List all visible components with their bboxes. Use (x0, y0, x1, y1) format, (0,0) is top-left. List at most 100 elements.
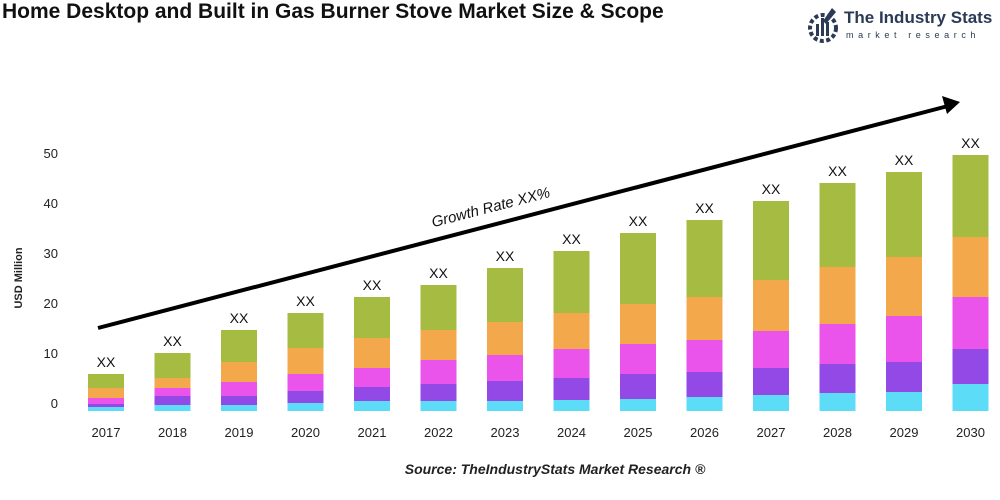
bar-segment (952, 349, 989, 384)
bar-segment (753, 368, 789, 395)
bar-segment (287, 313, 324, 348)
bar-segment (819, 183, 856, 267)
bar-segment (686, 297, 723, 340)
bar-segment (753, 280, 789, 331)
bar-segment (686, 340, 723, 372)
x-tick-label: 2029 (890, 425, 919, 440)
data-label: XX (629, 213, 648, 229)
bar-segment (952, 237, 989, 297)
bar-segment (420, 401, 457, 411)
data-label: XX (695, 200, 714, 216)
data-label: XX (828, 163, 847, 179)
bar-segment (620, 374, 656, 399)
bar-segment (88, 407, 124, 411)
bar-segment (487, 268, 523, 322)
bar-segment (620, 304, 656, 344)
bar-segment (420, 330, 457, 360)
data-label: XX (296, 293, 315, 309)
bar-segment (88, 398, 124, 404)
bar-segment (819, 324, 856, 364)
x-tick-label: 2020 (291, 425, 320, 440)
bar-segment (221, 330, 257, 362)
bar-segment (354, 338, 390, 368)
data-label: XX (429, 265, 448, 281)
bar-segment (487, 355, 523, 381)
bar-segment (221, 382, 257, 396)
x-tick-label: 2018 (158, 425, 187, 440)
bar-segment (952, 155, 989, 237)
x-tick-label: 2028 (823, 425, 852, 440)
bar-segment (952, 384, 989, 411)
x-tick-label: 2019 (225, 425, 254, 440)
y-tick-label: 0 (51, 396, 58, 411)
data-label: XX (97, 354, 116, 370)
data-label: XX (496, 248, 515, 264)
logo-tagline: market research (846, 30, 981, 40)
growth-arrow-head (942, 96, 960, 114)
bar-segment (686, 372, 723, 397)
logo: The Industry Stats market research (806, 4, 1000, 48)
bar-segment (620, 344, 656, 374)
bar-segment (819, 267, 856, 324)
data-label: XX (895, 152, 914, 168)
bar-segment (487, 401, 523, 411)
y-tick-label: 10 (44, 346, 58, 361)
y-tick-label: 40 (44, 196, 58, 211)
bar-segment (686, 397, 723, 411)
bar-segment (221, 362, 257, 382)
bar-segment (886, 257, 922, 316)
bar-segment (88, 374, 124, 388)
x-tick-label: 2017 (92, 425, 121, 440)
bar-segment (287, 403, 324, 411)
data-label: XX (961, 135, 980, 151)
bar-segment (753, 201, 789, 280)
bar-segment (221, 405, 257, 411)
bar-segment (154, 388, 191, 396)
bar-segment (753, 331, 789, 368)
gear-wrench-logo-icon (808, 8, 838, 43)
x-tick-label: 2023 (491, 425, 520, 440)
data-label: XX (562, 231, 581, 247)
bar-segment (354, 401, 390, 411)
bar-segment (819, 364, 856, 393)
x-tick-label: 2022 (424, 425, 453, 440)
bar-segment (221, 396, 257, 405)
logo-name: The Industry Stats (844, 8, 993, 27)
bar-segment (420, 360, 457, 384)
data-label: XX (363, 277, 382, 293)
bar-segment (686, 220, 723, 297)
bar-segment (487, 322, 523, 355)
bar-segment (886, 172, 922, 257)
bar-segment (154, 405, 191, 411)
bar-segment (287, 374, 324, 391)
x-tick-label: 2025 (624, 425, 653, 440)
x-tick-label: 2021 (358, 425, 387, 440)
data-label: XX (230, 310, 249, 326)
y-tick-label: 20 (44, 296, 58, 311)
x-tick-label: 2030 (956, 425, 985, 440)
bar-segment (420, 285, 457, 330)
source-note: Source: TheIndustryStats Market Research… (404, 461, 706, 477)
data-label: XX (762, 181, 781, 197)
bar-segment (553, 400, 590, 411)
bar-segment (154, 396, 191, 405)
bar-segment (952, 297, 989, 349)
bar-segment (354, 387, 390, 401)
bar-segment (287, 348, 324, 374)
bar-segment (354, 368, 390, 387)
x-tick-label: 2027 (757, 425, 786, 440)
bar-segment (886, 316, 922, 362)
bar-segment (88, 404, 124, 407)
bar-segment (420, 384, 457, 401)
chart-title: Home Desktop and Built in Gas Burner Sto… (2, 0, 664, 23)
bar-segment (886, 362, 922, 392)
bar-segment (620, 399, 656, 411)
bar-segment (753, 395, 789, 411)
bar-segment (620, 233, 656, 304)
bar-segment (819, 393, 856, 411)
y-axis-label: USD Million (13, 247, 25, 308)
x-tick-label: 2024 (557, 425, 586, 440)
data-label: XX (163, 333, 182, 349)
